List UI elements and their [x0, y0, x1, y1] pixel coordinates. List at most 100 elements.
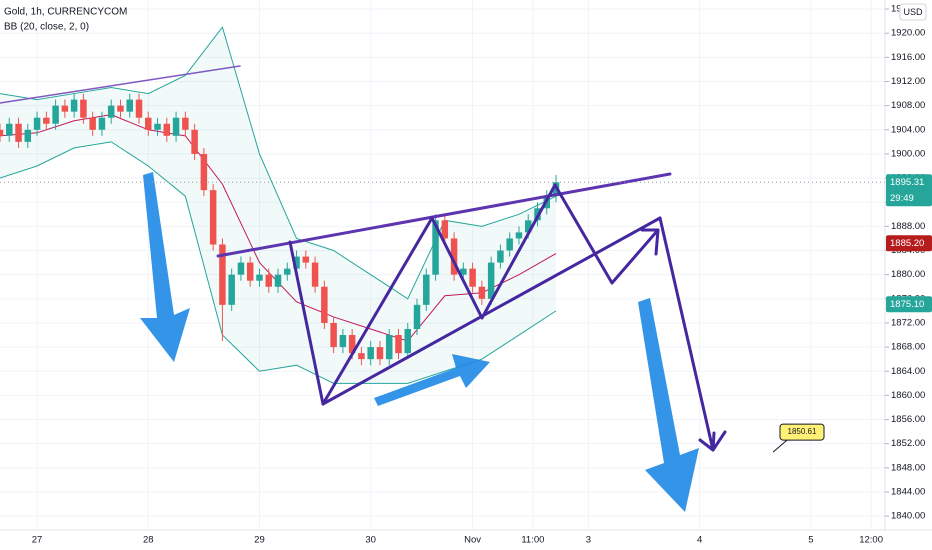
candle-body — [61, 105, 69, 112]
y-tick-label: 1920.00 — [891, 28, 925, 39]
candle-body — [70, 99, 78, 112]
candle-body — [265, 274, 272, 287]
candle-body — [450, 238, 458, 275]
candle-body — [0, 129, 4, 136]
y-tick-label: 1880.00 — [891, 269, 925, 280]
candle-body — [367, 347, 374, 360]
up-arrow — [374, 354, 490, 406]
price-badge — [886, 296, 932, 313]
support-line — [321, 216, 662, 406]
callout-label: 1850.61 — [788, 427, 817, 436]
candle-body — [154, 123, 161, 130]
candle-body — [478, 286, 486, 299]
y-tick-label: 1856.00 — [891, 414, 925, 425]
x-tick-label: 29 — [254, 535, 265, 546]
y-tick-label: 1864.00 — [891, 366, 925, 377]
candle-body — [469, 268, 476, 287]
candle-body — [515, 232, 523, 239]
candle-body — [228, 274, 235, 305]
candle-body — [237, 262, 245, 275]
arrow-head — [640, 228, 660, 256]
candle-body — [460, 268, 467, 275]
candle-body — [441, 220, 449, 239]
x-tick-label: 30 — [365, 535, 376, 546]
x-tick-label: 12:00 — [859, 535, 883, 546]
candle-body — [126, 99, 133, 112]
y-tick-label: 1908.00 — [891, 100, 925, 111]
candle-body — [506, 238, 513, 251]
y-tick-label: 1904.00 — [891, 124, 925, 135]
candle-body — [107, 105, 115, 118]
y-tick-label: 1888.00 — [891, 221, 925, 232]
candle-body — [43, 117, 50, 124]
candle-body — [89, 117, 96, 130]
y-tick-label: 1868.00 — [891, 342, 925, 353]
candle-body — [219, 244, 226, 305]
candle-body — [24, 129, 32, 142]
y-tick-label: 1900.00 — [891, 148, 925, 159]
candle-body — [182, 117, 189, 130]
price-label: 1885.20 — [890, 238, 924, 249]
x-tick-label: 5 — [808, 535, 813, 546]
candle-body — [209, 190, 217, 245]
candle-body — [413, 304, 421, 329]
candle-body — [6, 123, 13, 136]
y-tick-label: 1860.00 — [891, 390, 925, 401]
indicator-label: BB (20, close, 2, 0) — [4, 22, 89, 33]
candle-body — [330, 322, 337, 348]
candle-body — [423, 274, 430, 305]
candle-body — [33, 117, 41, 130]
upper-band — [0, 26, 557, 300]
candle-body — [135, 99, 143, 118]
y-tick-label: 1840.00 — [891, 511, 925, 522]
candle-body — [348, 335, 356, 354]
x-tick-label: Nov — [464, 535, 481, 546]
x-tick-label: 28 — [143, 535, 154, 546]
drawings — [0, 65, 727, 452]
candle-body — [191, 129, 198, 154]
currency-button[interactable] — [899, 3, 927, 21]
y-tick-label: 1916.00 — [891, 52, 925, 63]
y-tick-label: 1848.00 — [891, 462, 925, 473]
resistance-line — [216, 172, 672, 258]
currency[interactable]: USD — [903, 7, 923, 17]
price-badge — [886, 235, 932, 252]
candle-body — [404, 328, 411, 354]
candle-body — [524, 220, 532, 233]
price-label: 1895.31 — [890, 177, 924, 188]
candle-body — [487, 262, 495, 299]
down-arrow — [140, 172, 190, 362]
candle-body — [145, 117, 152, 130]
candle-body — [302, 256, 310, 263]
candle-body — [497, 250, 504, 263]
x-tick-label: 4 — [697, 535, 702, 546]
candle-body — [256, 274, 263, 281]
candle-body — [358, 353, 365, 360]
candle-body — [385, 335, 393, 360]
candle-body — [163, 123, 171, 136]
callout-pointer — [772, 439, 788, 453]
candle-body — [274, 274, 282, 287]
candle-body — [321, 286, 328, 323]
candle-body — [395, 335, 402, 354]
price-badge — [886, 174, 932, 207]
price-label: 1875.10 — [890, 299, 924, 310]
y-tick-label: 1912.00 — [891, 76, 925, 87]
candle-body — [246, 262, 254, 281]
countdown: 29:49 — [890, 193, 914, 204]
axes: 1840.00 1844.00 1848.00 1852.00 1856.00 1860.… — [32, 4, 932, 546]
trend-line — [0, 65, 241, 104]
y-tick-label: 1844.00 — [891, 486, 925, 497]
candle-body — [52, 105, 59, 124]
y-tick-label: 1852.00 — [891, 438, 925, 449]
callout: 1850.61 — [772, 423, 825, 453]
candle-body — [293, 256, 300, 269]
arrow-head — [698, 431, 716, 452]
candle-body — [376, 347, 384, 360]
chart-title: Gold, 1h, CURRENCYCOM — [4, 7, 127, 18]
candle-body — [15, 123, 22, 142]
candle-body — [311, 262, 319, 287]
x-tick-label: 3 — [586, 535, 591, 546]
down-arrow — [638, 298, 699, 512]
